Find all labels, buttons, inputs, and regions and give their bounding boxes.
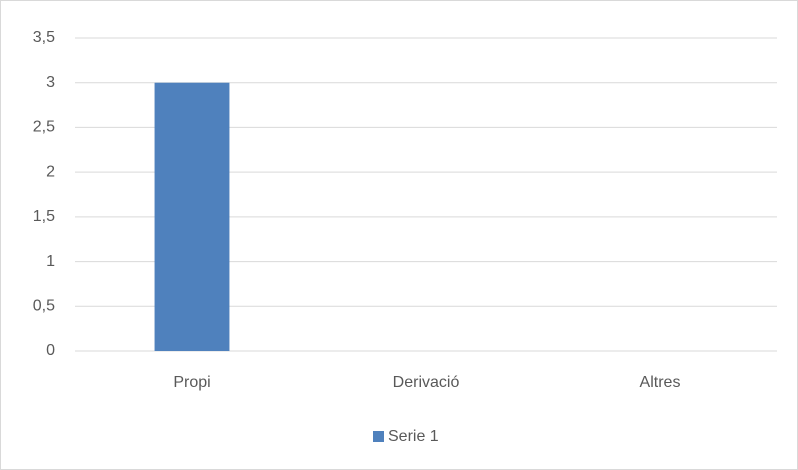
y-tick-label: 2,5 [33,119,55,136]
y-tick-label: 1 [46,253,55,270]
y-tick-label: 3 [46,74,55,91]
legend-label: Serie 1 [388,428,439,445]
legend-swatch [373,431,384,442]
y-tick-label: 3,5 [33,29,55,46]
y-tick-label: 0,5 [33,298,55,315]
y-tick-label: 1,5 [33,208,55,225]
y-tick-label: 0 [46,342,55,359]
x-tick-label: Derivació [393,374,460,391]
x-tick-label: Altres [640,374,681,391]
y-tick-label: 2 [46,163,55,180]
x-tick-label: Propi [173,374,210,391]
bar [154,82,230,351]
